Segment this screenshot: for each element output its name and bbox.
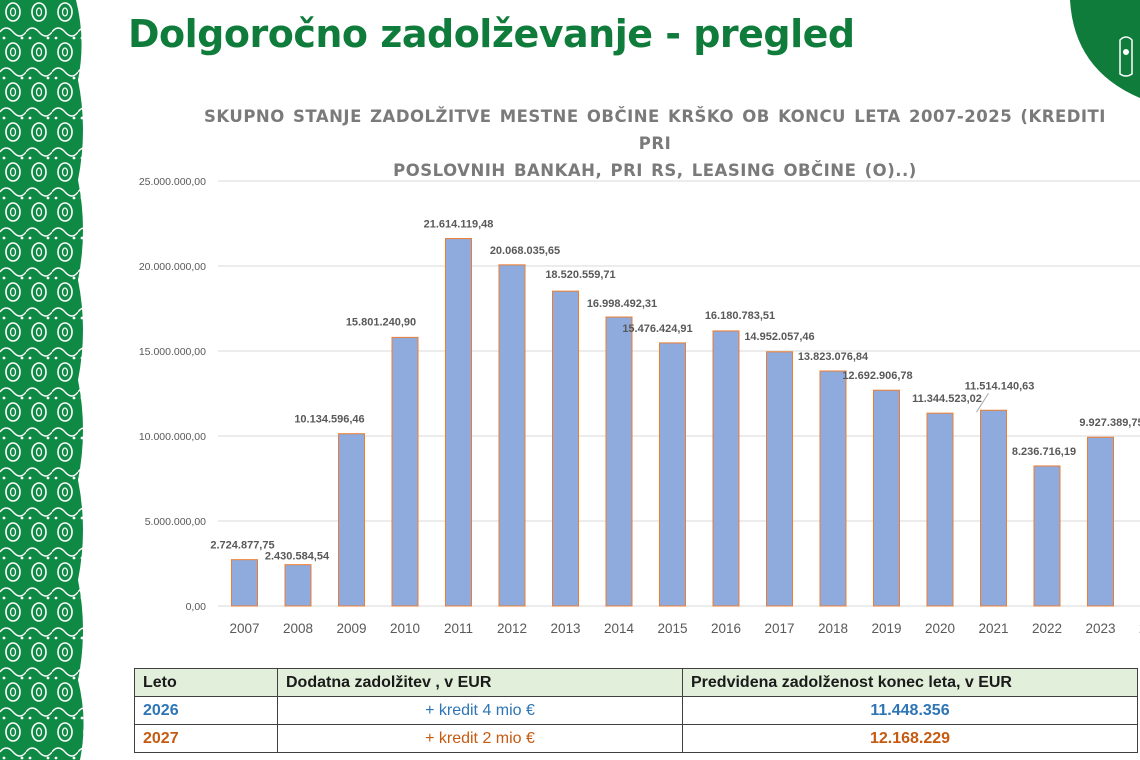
bar bbox=[338, 433, 365, 607]
chart-title-line-2: POSLOVNIH BANKAH, PRI RS, LEASING OBČINE… bbox=[393, 161, 917, 180]
x-tick-label: 2019 bbox=[871, 621, 901, 636]
leader-line bbox=[976, 392, 989, 413]
data-label: 14.952.057,46 bbox=[744, 331, 814, 343]
data-label: 21.614.119,48 bbox=[424, 219, 494, 231]
bar bbox=[391, 336, 419, 607]
bar bbox=[498, 264, 526, 607]
table-header-row: Leto Dodatna zadolžitev , v EUR Predvide… bbox=[134, 668, 1138, 697]
data-label: 15.801.240,90 bbox=[346, 316, 416, 328]
x-tick-label: 2010 bbox=[390, 621, 420, 636]
x-tick-label: 2021 bbox=[978, 621, 1008, 636]
y-tick-label: 0,00 bbox=[186, 601, 207, 613]
bar bbox=[926, 412, 954, 607]
cell-addition-2026: + kredit 4 mio € bbox=[277, 696, 683, 725]
bar bbox=[445, 238, 472, 607]
data-label: 18.520.559,71 bbox=[545, 269, 615, 281]
x-tick-label: 2012 bbox=[497, 621, 527, 636]
data-label: 13.823.076,84 bbox=[798, 351, 869, 363]
x-tick-label: 2013 bbox=[550, 621, 580, 636]
data-label: 9.927.389,75 bbox=[1079, 417, 1140, 429]
x-tick-label: 2015 bbox=[657, 621, 687, 636]
bar bbox=[552, 290, 579, 607]
bar bbox=[605, 316, 633, 607]
cell-year-2026: 2026 bbox=[134, 696, 278, 725]
bar bbox=[1087, 436, 1114, 607]
cell-addition-2027: + kredit 2 mio € bbox=[277, 724, 683, 753]
header-projected-debt: Predvidena zadolženost konec leta, v EUR bbox=[682, 668, 1138, 697]
data-label: 11.344.523,02 bbox=[912, 393, 982, 405]
x-tick-label: 2020 bbox=[925, 621, 955, 636]
bar bbox=[766, 351, 793, 607]
data-label: 2.430.584,54 bbox=[265, 551, 330, 563]
x-tick-label: 2024 bbox=[1139, 621, 1140, 636]
x-tick-label: 2017 bbox=[764, 621, 794, 636]
x-tick-label: 2023 bbox=[1085, 621, 1115, 636]
x-tick-label: 2009 bbox=[336, 621, 366, 636]
data-label: 16.998.492,31 bbox=[587, 298, 657, 310]
y-tick-label: 15.000.000,00 bbox=[139, 346, 206, 358]
data-label: 12.692.906,78 bbox=[842, 370, 912, 382]
x-tick-label: 2022 bbox=[1032, 621, 1062, 636]
header-additional-debt: Dodatna zadolžitev , v EUR bbox=[277, 668, 683, 697]
table-row-2027: 2027 + kredit 2 mio € 12.168.229 bbox=[134, 724, 1138, 753]
header-year: Leto bbox=[134, 668, 278, 697]
y-tick-label: 5.000.000,00 bbox=[145, 516, 206, 528]
data-label: 11.514.140,63 bbox=[965, 380, 1035, 392]
page-title: Dolgoročno zadolževanje - pregled bbox=[128, 12, 855, 56]
bar bbox=[659, 342, 686, 607]
data-label: 8.236.716,19 bbox=[1012, 446, 1076, 458]
municipality-logo bbox=[1070, 0, 1140, 98]
bar bbox=[712, 330, 740, 607]
table-row-2026: 2026 + kredit 4 mio € 11.448.356 bbox=[134, 696, 1138, 725]
projection-table: Leto Dodatna zadolžitev , v EUR Predvide… bbox=[134, 668, 1138, 753]
x-tick-label: 2007 bbox=[229, 621, 259, 636]
decorative-pattern-band bbox=[0, 0, 84, 760]
bar bbox=[231, 559, 258, 607]
bar bbox=[819, 370, 847, 607]
x-tick-label: 2008 bbox=[283, 621, 313, 636]
cell-projected-2027: 12.168.229 bbox=[682, 724, 1138, 753]
bar bbox=[873, 389, 900, 607]
data-label: 10.134.596,46 bbox=[294, 414, 364, 426]
debt-bar-chart: 0,00 5.000.000,00 10.000.000,00 15.000.000,… bbox=[139, 176, 1140, 636]
cell-year-2027: 2027 bbox=[134, 724, 278, 753]
bar bbox=[284, 564, 312, 607]
x-tick-label: 2011 bbox=[444, 621, 473, 636]
data-label: 2.724.877,75 bbox=[210, 540, 274, 552]
x-tick-label: 2014 bbox=[604, 621, 635, 636]
bar bbox=[1033, 465, 1061, 607]
cell-projected-2026: 11.448.356 bbox=[682, 696, 1138, 725]
data-label: 15.476.424,91 bbox=[622, 323, 692, 335]
y-tick-label: 25.000.000,00 bbox=[139, 176, 206, 188]
bar bbox=[980, 409, 1007, 607]
x-tick-label: 2016 bbox=[711, 621, 741, 636]
y-tick-label: 10.000.000,00 bbox=[139, 431, 206, 443]
data-label: 20.068.035,65 bbox=[490, 245, 560, 257]
x-tick-label: 2018 bbox=[818, 621, 848, 636]
data-label: 16.180.783,51 bbox=[705, 310, 775, 322]
chart-title-line-1: SKUPNO STANJE ZADOLŽITVE MESTNE OBČINE K… bbox=[204, 107, 1106, 153]
y-tick-label: 20.000.000,00 bbox=[139, 261, 206, 273]
chart-title: SKUPNO STANJE ZADOLŽITVE MESTNE OBČINE K… bbox=[195, 103, 1115, 184]
